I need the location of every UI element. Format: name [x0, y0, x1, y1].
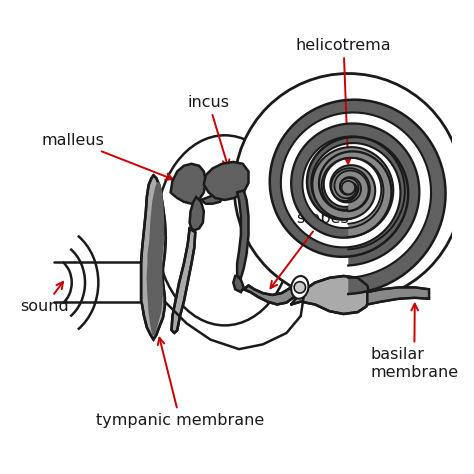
Text: helicotrema: helicotrema [296, 37, 392, 164]
Polygon shape [204, 162, 248, 200]
Polygon shape [233, 276, 244, 292]
Polygon shape [141, 175, 166, 340]
Text: basilar
membrane: basilar membrane [370, 304, 458, 380]
Circle shape [342, 181, 355, 194]
Polygon shape [270, 100, 446, 294]
Polygon shape [244, 283, 298, 304]
Polygon shape [171, 164, 206, 204]
Polygon shape [237, 191, 248, 278]
Text: incus: incus [188, 94, 229, 167]
Polygon shape [331, 168, 370, 211]
Polygon shape [367, 287, 429, 304]
Text: malleus: malleus [41, 133, 173, 180]
Text: sound: sound [20, 282, 69, 314]
Polygon shape [190, 197, 204, 230]
Polygon shape [291, 124, 419, 265]
Polygon shape [291, 276, 370, 314]
Ellipse shape [234, 73, 462, 301]
Circle shape [294, 282, 306, 293]
Text: tympanic membrane: tympanic membrane [96, 338, 264, 428]
Ellipse shape [156, 135, 294, 325]
Polygon shape [312, 147, 393, 237]
Polygon shape [148, 183, 163, 335]
Ellipse shape [291, 276, 309, 299]
Polygon shape [172, 228, 195, 333]
Text: stapes: stapes [271, 211, 349, 288]
Polygon shape [201, 193, 225, 204]
